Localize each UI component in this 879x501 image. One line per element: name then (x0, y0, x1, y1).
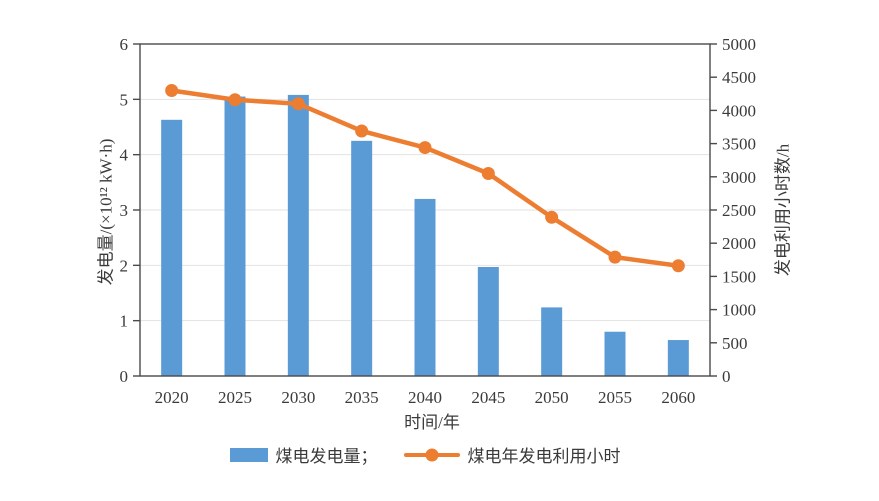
bar-2060 (667, 340, 689, 376)
right-tick-label: 2000 (722, 234, 756, 253)
left-tick-label: 1 (120, 312, 129, 331)
x-tick-label: 2035 (345, 388, 379, 407)
line-marker-2040 (418, 141, 432, 155)
left-tick-label: 4 (120, 146, 129, 165)
bar-2020 (161, 119, 183, 376)
line-swatch-dot (425, 448, 438, 461)
line-marker-2050 (545, 210, 559, 224)
line-marker-2035 (355, 124, 369, 138)
right-tick-label: 5000 (722, 35, 756, 54)
line-marker-2025 (228, 93, 242, 107)
x-tick-label: 2020 (155, 388, 189, 407)
legend-label-bar: 煤电发电量； (275, 447, 378, 466)
right-tick-label: 1500 (722, 267, 756, 286)
right-axis-title: 发电利用小时数/h (773, 143, 793, 277)
legend-item-bar: 煤电发电量； (229, 442, 378, 467)
line-marker-2030 (291, 97, 305, 111)
bar-2030 (287, 94, 309, 376)
bar-2035 (351, 140, 373, 376)
right-tick-label: 0 (722, 367, 731, 386)
bar-2050 (541, 307, 563, 376)
left-tick-label: 0 (120, 367, 129, 386)
x-tick-label: 2030 (281, 388, 315, 407)
line-marker-2060 (671, 259, 685, 273)
legend-item-line: 煤电年发电利用小时 (403, 442, 621, 467)
line-marker-swatch-icon (403, 448, 460, 462)
x-tick-label: 2060 (661, 388, 695, 407)
legend-label-line: 煤电年发电利用小时 (467, 447, 621, 466)
left-axis-title: 发电量/(×10¹² kW·h) (96, 138, 116, 286)
x-tick-label: 2055 (598, 388, 632, 407)
x-tick-label: 2050 (535, 388, 569, 407)
line-marker-2020 (165, 83, 179, 97)
left-tick-label: 5 (120, 90, 129, 109)
line-marker-2055 (608, 250, 622, 264)
line-marker-2045 (481, 166, 495, 180)
right-tick-label: 500 (722, 334, 748, 353)
right-tick-label: 3500 (722, 135, 756, 154)
bar-2025 (224, 96, 246, 377)
bar-2040 (414, 198, 436, 376)
legend: 煤电发电量； 煤电年发电利用小时 (140, 442, 710, 467)
right-tick-label: 1000 (722, 301, 756, 320)
x-tick-label: 2040 (408, 388, 442, 407)
left-tick-label: 3 (120, 201, 129, 220)
x-tick-label: 2045 (471, 388, 505, 407)
right-tick-label: 4000 (722, 101, 756, 120)
x-axis-title: 时间/年 (404, 413, 460, 432)
left-tick-label: 6 (120, 35, 129, 54)
right-tick-label: 3000 (722, 168, 756, 187)
right-tick-label: 2500 (722, 201, 756, 220)
left-tick-label: 2 (120, 256, 129, 275)
bar-swatch-icon (229, 447, 268, 462)
right-tick-label: 4500 (722, 68, 756, 87)
bar-2055 (604, 331, 626, 376)
bar-2045 (477, 266, 499, 376)
x-tick-label: 2025 (218, 388, 252, 407)
